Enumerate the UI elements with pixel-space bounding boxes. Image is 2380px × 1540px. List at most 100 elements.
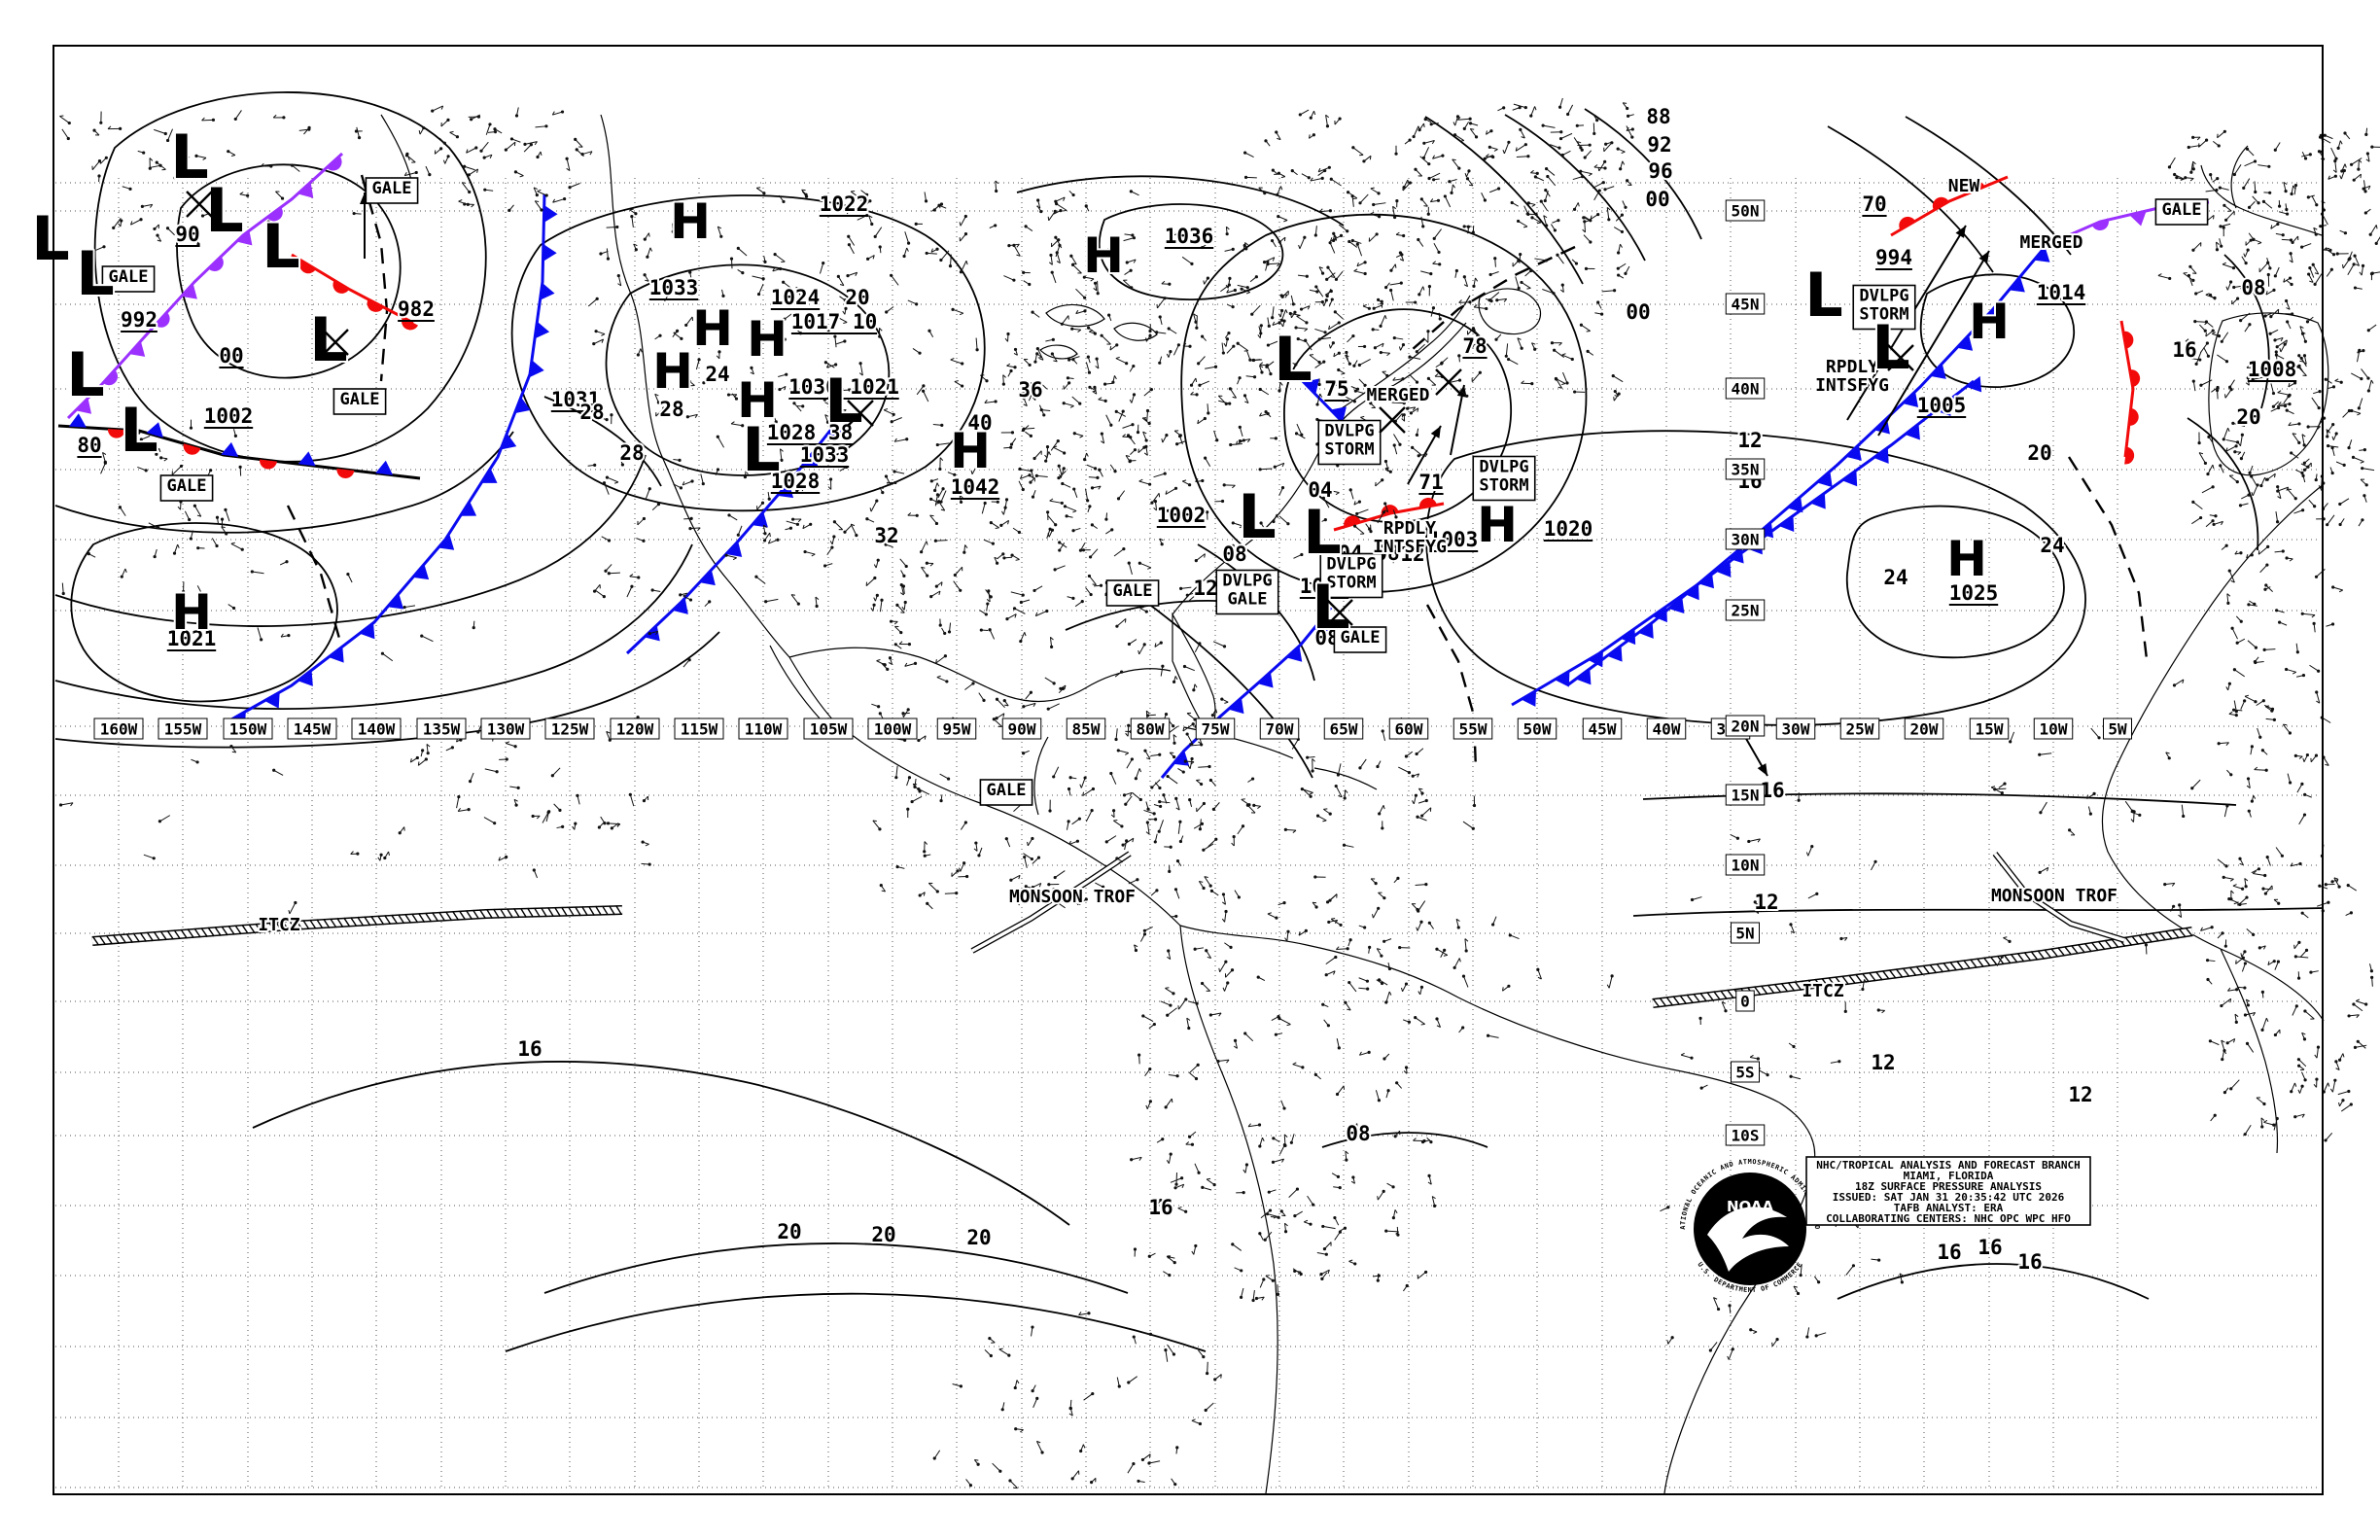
wind-barb	[2220, 223, 2231, 228]
wind-barb	[1177, 998, 1187, 1010]
itcz-hatch	[1855, 973, 1863, 984]
wind-barb	[2188, 144, 2201, 148]
wind-barb-tick	[1312, 901, 1317, 904]
wind-barb-tick	[750, 371, 754, 375]
wind-barb	[1423, 140, 1435, 144]
wind-barb-tick	[964, 544, 968, 548]
wind-barb	[1424, 119, 1432, 123]
itcz-hatch	[2157, 931, 2166, 941]
wind-barb	[1428, 1175, 1432, 1185]
wind-barb	[194, 234, 199, 245]
wind-barb-tick	[2289, 260, 2293, 263]
wind-barb	[1224, 248, 1234, 252]
wind-barb	[1618, 274, 1625, 279]
wind-barb-tick	[1004, 337, 1008, 342]
wind-barb	[1265, 1275, 1274, 1281]
wind-barb-tick	[1027, 841, 1029, 846]
wind-barb	[1031, 470, 1034, 478]
wind-barb-tick	[2299, 360, 2304, 363]
wind-barb	[1060, 468, 1065, 478]
wind-barb	[121, 568, 126, 578]
wind-barb-tick	[1142, 431, 1147, 435]
itcz-hatch	[282, 921, 290, 931]
wind-barb	[1010, 591, 1024, 596]
wind-barb-tick	[1195, 478, 1199, 482]
wind-barb	[156, 447, 159, 455]
wind-barb	[2273, 401, 2280, 407]
station-dot	[2275, 520, 2280, 524]
wind-barb-tick	[1139, 607, 1144, 610]
wind-barb	[868, 215, 873, 225]
wind-barb	[1326, 970, 1336, 976]
cold-front-triangle	[543, 204, 558, 223]
cold-front-triangle	[221, 441, 239, 457]
wind-barb-tick	[959, 312, 964, 316]
wind-barb	[789, 429, 793, 441]
wind-barb-tick	[1182, 727, 1185, 732]
wind-barb	[2258, 262, 2269, 273]
wind-barb	[2295, 469, 2303, 473]
wind-barb	[1073, 488, 1078, 499]
station-dot	[153, 554, 157, 559]
wind-barb	[2328, 175, 2336, 180]
wind-barb	[1167, 776, 1178, 785]
wind-barb	[1516, 156, 1528, 158]
cold-front-triangle	[236, 229, 253, 246]
wind-barb-tick	[1086, 452, 1089, 457]
station-dot	[2231, 421, 2235, 426]
wind-barb	[2353, 456, 2364, 463]
cold-front-triangle	[1521, 690, 1536, 707]
wind-barb	[1134, 944, 1137, 951]
wind-barb-tick	[2280, 337, 2284, 342]
warm-front-semicircle	[299, 260, 316, 274]
wind-barb-tick	[1382, 343, 1384, 348]
itcz-hatch	[1686, 994, 1695, 1004]
itcz-hatch	[330, 918, 337, 928]
wind-barb	[1368, 233, 1378, 242]
wind-barb-tick	[1145, 757, 1151, 760]
wind-barb	[1075, 288, 1086, 298]
wind-barb	[2308, 273, 2314, 283]
trough-line	[360, 174, 389, 382]
wind-barb	[2220, 465, 2224, 473]
wind-barb-tick	[1308, 134, 1311, 139]
wind-barb	[1072, 527, 1081, 532]
wind-barb	[2298, 355, 2304, 363]
wind-barb	[1163, 794, 1168, 804]
wind-barb	[552, 198, 565, 203]
wind-barb	[1431, 1196, 1436, 1207]
station-dot	[1071, 529, 1075, 533]
wind-barb	[1531, 342, 1536, 350]
wind-barb	[2244, 695, 2257, 703]
wind-barb	[1115, 728, 1118, 740]
wind-barb	[2323, 1082, 2329, 1093]
wind-barb-tick	[1079, 784, 1082, 788]
cold-front-triangle	[359, 622, 375, 640]
wind-barb	[737, 268, 744, 274]
wind-barb	[2260, 476, 2266, 486]
wind-barb-tick	[1082, 1444, 1086, 1449]
wind-barb	[1165, 988, 1174, 995]
wind-barb-tick	[795, 286, 800, 290]
wind-barb	[587, 298, 598, 307]
wind-barb	[1393, 878, 1399, 884]
wind-barb-tick	[1257, 805, 1261, 809]
wind-barb	[1330, 490, 1340, 494]
wind-barb-tick	[1334, 920, 1339, 924]
wind-barb-tick	[2339, 140, 2343, 145]
wind-barb	[2212, 141, 2220, 147]
wind-barb	[574, 823, 577, 830]
wind-barb	[1496, 298, 1507, 301]
wind-barb-tick	[1095, 366, 1100, 369]
wind-barb	[1099, 470, 1103, 477]
station-dot	[1488, 145, 1491, 149]
wind-barb	[606, 248, 609, 260]
wind-barb-tick	[815, 596, 820, 601]
wind-barb	[764, 532, 771, 542]
trough-line	[1425, 604, 1478, 771]
wind-barb	[1356, 262, 1366, 267]
wind-barb	[1512, 107, 1521, 111]
itcz-hatch	[1773, 983, 1782, 994]
warm-front-semicircle	[336, 468, 355, 478]
wind-barb	[896, 605, 905, 613]
